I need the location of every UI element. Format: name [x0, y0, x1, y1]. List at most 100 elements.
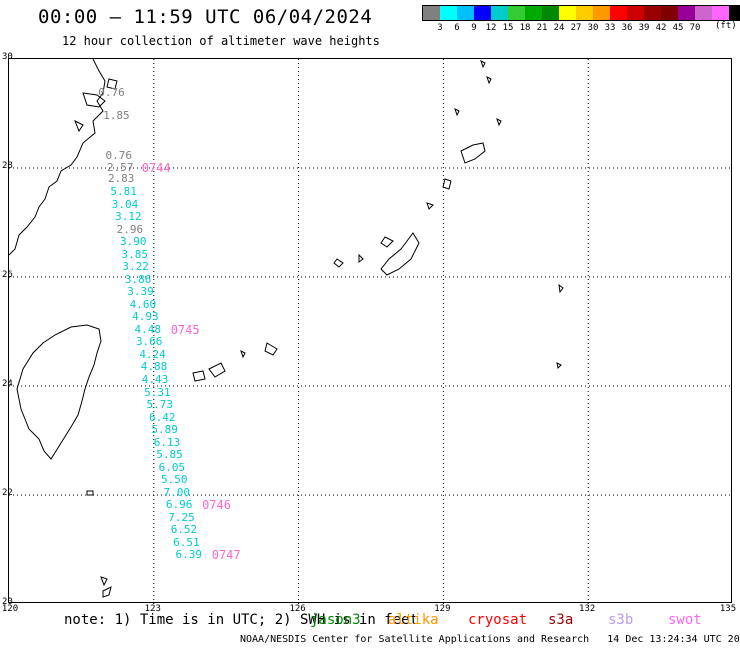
longitude-label: 120	[1, 604, 19, 614]
wave-height-value: 6.96	[165, 498, 193, 512]
satellite-s3b: s3b	[608, 612, 634, 628]
wave-height-value: 5.81	[110, 184, 137, 198]
legend-tick: 21	[536, 23, 548, 33]
wave-height-value: 5.31	[144, 385, 171, 399]
yaeyama-islands	[192, 342, 278, 382]
longitude-label: 135	[719, 604, 737, 614]
legend-swatch	[576, 6, 593, 20]
legend-tick: 33	[604, 23, 616, 33]
legend-swatch	[508, 6, 525, 20]
map-frame: 0.76 1.85 0.76 2.57 2.83 5.81 3.04 3.12 2.96 3.90…	[8, 58, 733, 604]
legend-swatch	[610, 6, 627, 20]
latitude-label: 20	[2, 597, 13, 607]
legend-tick: 45	[672, 23, 684, 33]
legend-tick: 12	[485, 23, 497, 33]
legend-swatch	[678, 6, 695, 20]
latitude-label: 30	[2, 52, 13, 62]
legend-swatch	[559, 6, 576, 20]
footer-note: note: 1) Time is in UTC; 2) SWH is in fe…	[64, 612, 419, 628]
wave-height-value: 3.86	[124, 272, 152, 286]
wave-height-value: 6.13	[153, 435, 181, 449]
wave-height-value: 5.85	[156, 448, 183, 462]
legend-tick: 9	[471, 23, 477, 33]
legend-tick: 6	[454, 23, 460, 33]
credit-text: NOAA/NESDIS Center for Satellite Applica…	[240, 634, 590, 645]
wave-height-legend: 3 6 9 12 15 18 21 24 27 30 33 36 39 42 45 70	[422, 5, 740, 35]
legend-tick: 39	[638, 23, 650, 33]
tokara-islands	[454, 60, 502, 127]
graticule-grid	[9, 59, 733, 604]
legend-tick: 3	[437, 23, 443, 33]
legend-swatch	[712, 6, 729, 20]
legend-swatch	[627, 6, 644, 20]
legend-swatch	[474, 6, 491, 20]
wave-height-value: 4.60	[129, 297, 157, 311]
wave-height-value: 6.42	[148, 410, 176, 424]
wave-height-value: 4.43	[141, 373, 169, 386]
legend-tick: 18	[519, 23, 531, 33]
satellite-s3a: s3a	[548, 612, 574, 628]
longitude-label: 126	[289, 604, 306, 614]
wave-height-value: 3.04	[111, 197, 139, 211]
wave-height-value: 4.24	[139, 347, 166, 361]
legend-swatch	[423, 6, 440, 20]
okinawa-islands	[333, 232, 420, 276]
latitude-label: 24	[2, 379, 13, 389]
wave-height-value: 7.25	[168, 510, 195, 524]
wave-height-value: 4.88	[140, 360, 168, 374]
amami-islands	[426, 142, 486, 210]
wave-height-value: 4.93	[132, 310, 159, 324]
map-title: 00:00 – 11:59 UTC 06/04/2024	[38, 6, 373, 28]
legend-tick: 15	[502, 23, 514, 33]
legend-swatch	[644, 6, 661, 20]
latitude-label: 28	[2, 161, 13, 171]
legend-tick: 24	[553, 23, 565, 33]
longitude-label: 123	[144, 604, 161, 614]
legend-swatch	[542, 6, 559, 20]
satellite-swot: swot	[668, 612, 702, 628]
legend-tick: 42	[655, 23, 667, 33]
daito-islands	[556, 283, 564, 370]
wave-height-value: 2.96	[116, 222, 144, 236]
wave-height-value: 2.57	[106, 161, 134, 174]
china-coastline	[8, 58, 106, 256]
legend-swatch	[525, 6, 542, 20]
wave-height-value: 3.90	[120, 235, 147, 249]
latitude-label: 26	[2, 270, 13, 280]
legend-tick: 36	[621, 23, 633, 33]
zhoushan-islands	[74, 78, 118, 133]
legend-swatch	[695, 6, 712, 20]
satellite-altika: altika	[388, 612, 439, 628]
map-subtitle: 12 hour collection of altimeter wave hei…	[62, 34, 380, 48]
wave-height-value: 3.66	[135, 335, 163, 349]
taiwan-coastline	[16, 324, 102, 460]
longitude-label: 132	[579, 604, 596, 614]
wave-height-value: 2.83	[107, 172, 135, 186]
wave-height-value: 6.51	[173, 535, 200, 549]
wave-height-value: 3.85	[121, 247, 148, 261]
wave-height-value: 6.39	[175, 548, 203, 562]
satellite-jason3: jason3	[310, 612, 361, 628]
wave-height-value: 6.52	[170, 523, 198, 537]
legend-swatch	[440, 6, 457, 20]
legend-swatch	[729, 6, 740, 20]
wave-height-value: 4.48	[134, 322, 161, 336]
latitude-label: 22	[2, 488, 13, 498]
wave-height-value: 5.73	[146, 398, 174, 412]
luzon-strait-islands	[86, 490, 112, 598]
wave-height-value: 0.76	[98, 86, 125, 100]
wave-height-value: 3.12	[115, 210, 142, 224]
legend-unit: (ft)	[715, 21, 737, 31]
longitude-label: 129	[434, 604, 451, 614]
legend-color-bar	[422, 5, 740, 21]
pass-time-label: 0744	[141, 161, 171, 175]
legend-swatch	[491, 6, 508, 20]
legend-tick: 30	[587, 23, 599, 33]
satellite-cryosat: cryosat	[468, 612, 528, 628]
credit-timestamp: 14 Dec 13:24:34 UTC 2024	[607, 634, 740, 645]
wave-height-value: 7.00	[163, 485, 190, 499]
legend-tick: 70	[689, 23, 701, 33]
pass-time-label: 0746	[202, 498, 231, 513]
map-canvas	[8, 58, 733, 604]
legend-swatch	[661, 6, 678, 20]
